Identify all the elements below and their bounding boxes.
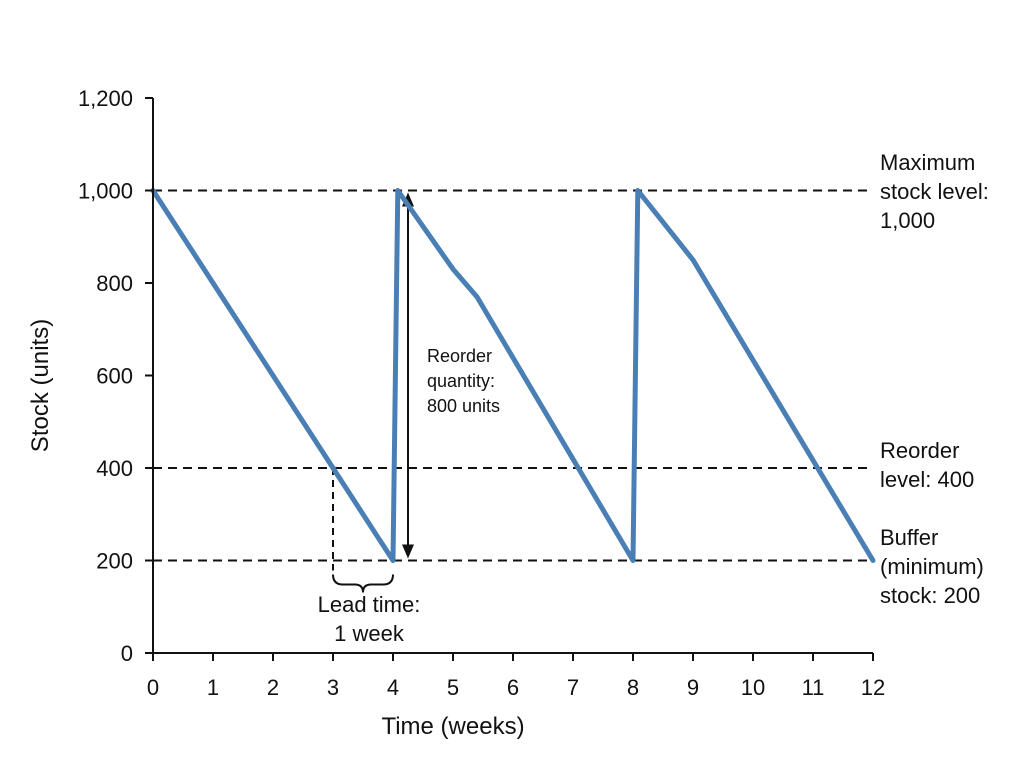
x-axis-title: Time (weeks)	[381, 713, 524, 740]
reorder-quantity-label: Reorder quantity: 800 units	[427, 346, 500, 416]
x-tick-label: 10	[741, 675, 765, 700]
reference-line-label-line: 1,000	[880, 208, 935, 233]
y-tick-label: 400	[96, 456, 133, 481]
y-tick-label: 600	[96, 364, 133, 389]
y-tick-label: 200	[96, 549, 133, 574]
y-axis-title: Stock (units)	[27, 319, 54, 452]
x-tick-label: 7	[567, 675, 579, 700]
x-tick-label: 6	[507, 675, 519, 700]
x-tick-label: 4	[387, 675, 399, 700]
reference-line-label: Buffer (minimum) stock: 200	[880, 525, 984, 608]
lead-time-label-line: 1 week	[334, 621, 405, 646]
x-tick-label: 11	[802, 675, 825, 700]
reorder-quantity-label-line: Reorder	[427, 346, 492, 366]
series-layer	[150, 188, 876, 563]
reference-line-label-line: (minimum)	[880, 554, 984, 579]
reference-line-label-line: Maximum	[880, 150, 975, 175]
x-tick-label: 9	[687, 675, 699, 700]
reference-line-label-line: Reorder	[880, 438, 959, 463]
reorder-quantity-label-line: 800 units	[427, 396, 500, 416]
reference-line-label: Reorder level: 400	[880, 438, 974, 492]
reorder-quantity-arrow-head-bottom	[402, 544, 414, 559]
reference-line-label-line: stock: 200	[880, 583, 980, 608]
stock-level-line	[150, 188, 876, 563]
x-tick-label: 2	[267, 675, 279, 700]
x-tick-label: 0	[147, 675, 159, 700]
reference-line-label-line: Buffer	[880, 525, 938, 550]
reference-lines	[153, 189, 873, 562]
x-tick-label: 3	[327, 675, 339, 700]
lead-time-brace	[332, 574, 394, 593]
reference-line-label-line: level: 400	[880, 467, 974, 492]
x-tick-label: 5	[447, 675, 459, 700]
reorder-quantity-label-line: quantity:	[427, 371, 495, 391]
reference-line-label: Maximum stock level: 1,000	[880, 150, 989, 233]
y-tick-label: 0	[121, 641, 133, 666]
x-tick-label: 1	[207, 675, 219, 700]
reference-line-label-line: stock level:	[880, 179, 989, 204]
y-tick-label: 1,200	[78, 86, 133, 111]
x-tick-label: 12	[861, 675, 885, 700]
y-tick-label: 800	[96, 271, 133, 296]
lead-time-label: Lead time: 1 week	[318, 592, 421, 646]
labels: Time (weeks) Stock (units) Maximum stock le…	[27, 150, 989, 740]
lead-time-label-line: Lead time:	[318, 592, 421, 617]
x-tick-label: 8	[627, 675, 639, 700]
y-tick-label: 1,000	[78, 179, 133, 204]
